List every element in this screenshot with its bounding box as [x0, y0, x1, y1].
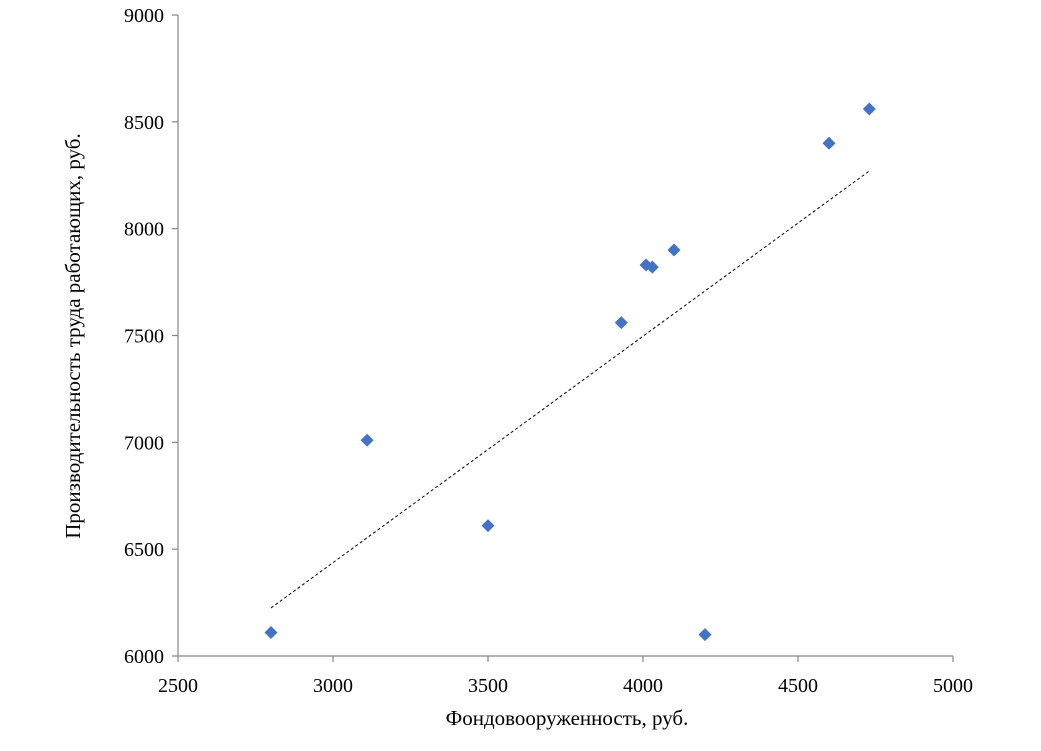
x-tick-label: 5000	[933, 675, 973, 697]
x-tick-label: 3000	[313, 675, 353, 697]
trendline	[270, 170, 870, 609]
y-tick-label: 8500	[124, 112, 164, 134]
y-tick-label: 6500	[124, 539, 164, 561]
y-tick-label: 6000	[124, 646, 164, 668]
axes	[172, 14, 954, 662]
y-tick-label: 7000	[124, 432, 164, 454]
data-point	[667, 243, 681, 257]
data-point	[360, 433, 374, 447]
y-tick-label: 9000	[124, 5, 164, 27]
data-point	[645, 260, 659, 274]
x-tick-label: 3500	[468, 675, 508, 697]
trendline-layer	[270, 170, 870, 609]
data-point	[862, 102, 876, 116]
data-point	[822, 136, 836, 150]
y-axis-title: Производительность труда работающих, руб…	[61, 133, 85, 538]
x-tick-label: 4000	[623, 675, 663, 697]
data-point	[698, 628, 712, 642]
y-tick-label: 8000	[124, 219, 164, 241]
data-point	[264, 625, 278, 639]
x-tick-label: 2500	[158, 675, 198, 697]
data-points	[264, 102, 876, 642]
tick-labels: 6000 6500 7000 7500 8000 8500 9000 2500 3000 3500…	[124, 5, 973, 697]
y-tick-label: 7500	[124, 326, 164, 348]
data-point	[614, 316, 628, 330]
x-tick-label: 4500	[778, 675, 818, 697]
data-point	[481, 519, 495, 533]
x-axis-title: Фондовооруженность, руб.	[446, 706, 689, 730]
